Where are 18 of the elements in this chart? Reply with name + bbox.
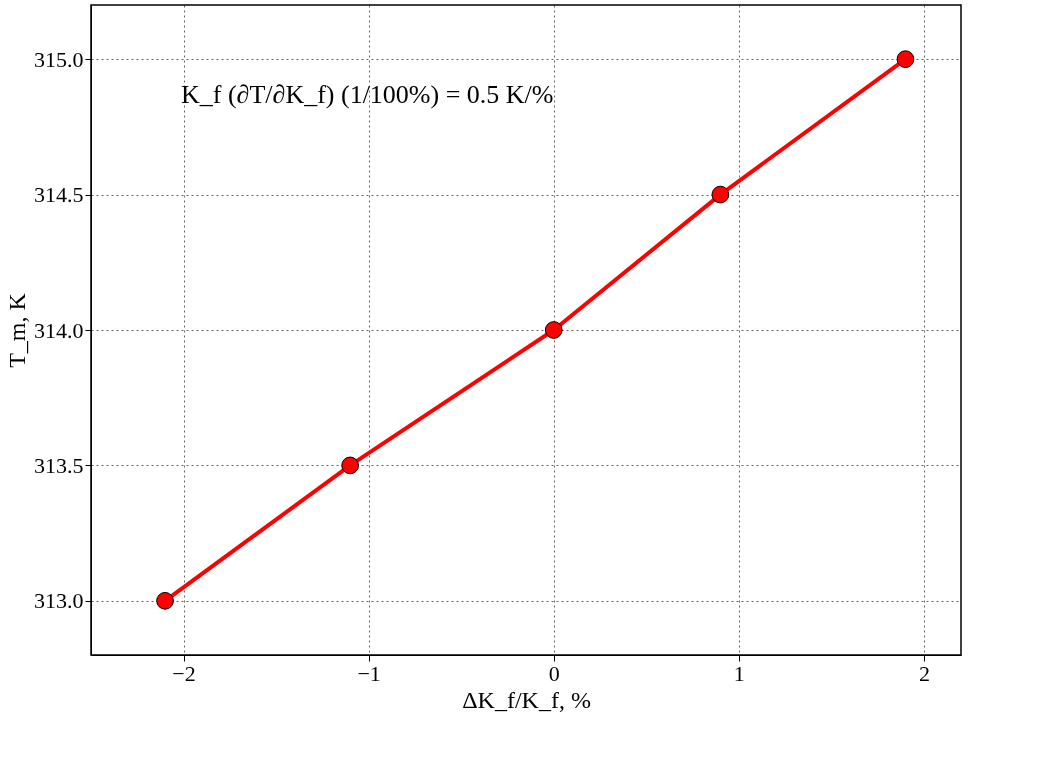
point [156,591,174,610]
x-tick-label: −1 [357,660,381,686]
annotation: K_f (∂T/∂K_f) (1/100%) = 0.5 K/% [181,80,554,109]
point [544,321,563,339]
x-axis-title: ΔK_f/K_f, % [462,686,591,713]
y-tick-label: 313.0 [34,588,84,614]
y-tick-label: 313.5 [34,452,84,478]
y-axis-title: T_m, K [4,292,30,368]
x-tick-label: 2 [918,660,930,686]
y-tick-label: 314.0 [34,317,84,343]
x-tick-label: 1 [733,660,745,686]
y-tick-label: 314.5 [34,182,84,208]
x-tick-label: 0 [548,660,560,686]
point [896,50,915,69]
y-tick-label: 315.0 [34,46,84,72]
point [341,456,360,475]
point [711,185,730,204]
x-tick-label: −2 [172,660,196,686]
